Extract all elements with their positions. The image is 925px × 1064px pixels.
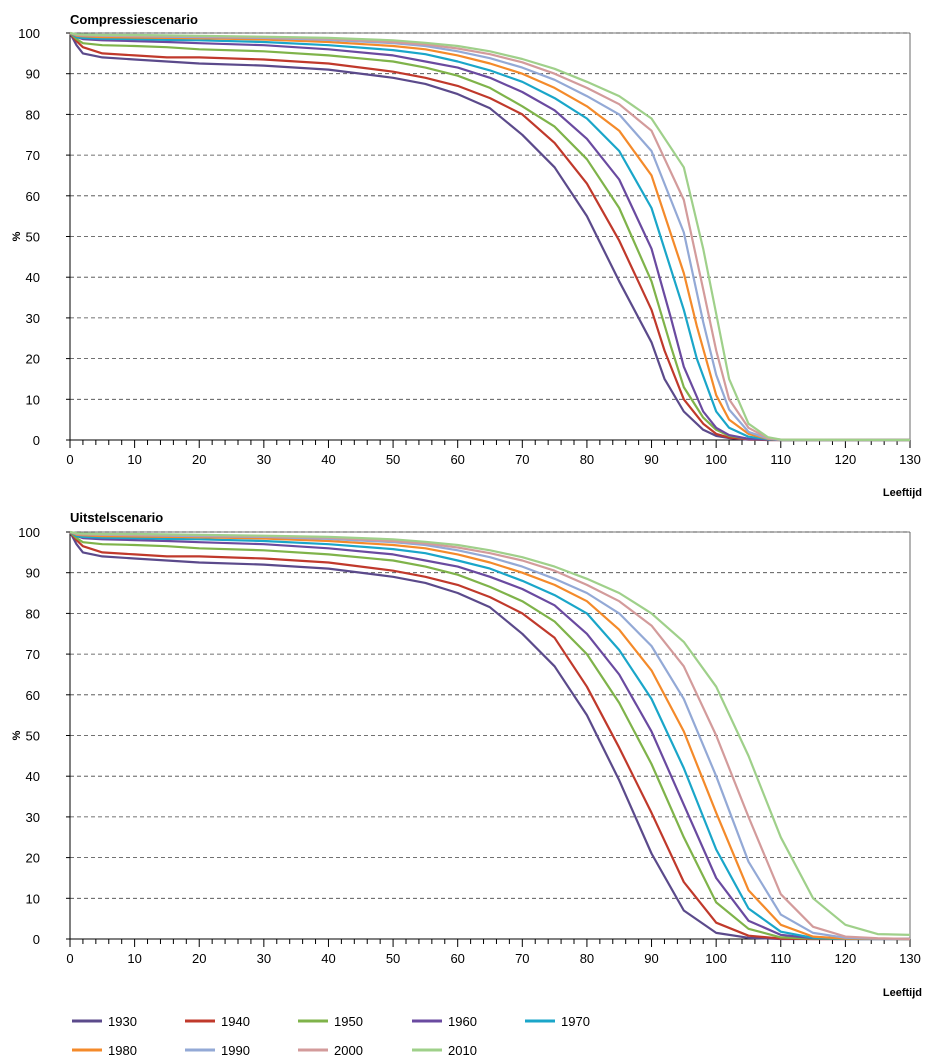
y-tick-label: 90 (26, 67, 40, 82)
y-tick-label: 10 (26, 891, 40, 906)
y-tick-label: 30 (26, 311, 40, 326)
y-tick-label: 40 (26, 270, 40, 285)
series-line-1930 (69, 531, 910, 941)
x-tick-label: 10 (127, 951, 141, 966)
y-axis-label: % (11, 730, 23, 740)
x-tick-label: 120 (835, 452, 857, 467)
series-line-1970 (69, 531, 910, 941)
y-tick-label: 60 (26, 189, 40, 204)
x-tick-label: 110 (770, 951, 791, 966)
legend-label: 2000 (334, 1043, 363, 1058)
legend-label: 2010 (448, 1043, 477, 1058)
series-line-1960 (69, 32, 910, 442)
y-tick-label: 30 (26, 810, 40, 825)
y-tick-label: 50 (26, 230, 40, 245)
x-tick-label: 30 (257, 452, 271, 467)
x-tick-label: 50 (386, 452, 400, 467)
legend: 1930 1940 1950 1960 1970 1980 1990 2000 2010 (72, 1014, 590, 1058)
legend-item-2010: 2010 (412, 1043, 477, 1058)
series-line-1970 (69, 32, 910, 442)
series-line-1960 (69, 531, 911, 941)
x-tick-label: 20 (192, 452, 206, 467)
legend-item-1940: 1940 (185, 1014, 250, 1029)
series-line-1950 (69, 531, 911, 941)
legend-label: 1960 (448, 1014, 477, 1029)
series-line-2010 (69, 530, 911, 936)
y-tick-label: 10 (26, 392, 40, 407)
x-tick-label: 100 (705, 951, 727, 966)
series-line-1980 (69, 530, 911, 941)
series-line-2010 (69, 31, 911, 442)
chart-title: Compressiescenario (70, 12, 198, 27)
series-line-1980 (69, 31, 910, 442)
legend-item-1950: 1950 (298, 1014, 363, 1029)
legend-item-1930: 1930 (72, 1014, 137, 1029)
chart-panel-2: Uitstelscenario 0 10 20 30 40 50 60 70 80 90 100 0 10… (11, 510, 922, 999)
y-tick-label: 80 (26, 107, 40, 122)
legend-item-1960: 1960 (412, 1014, 477, 1029)
x-tick-label: 70 (515, 951, 529, 966)
y-tick-label: 100 (18, 26, 40, 41)
x-tick-label: 0 (66, 951, 73, 966)
y-tick-label: 20 (26, 352, 40, 367)
x-tick-label: 60 (450, 452, 464, 467)
legend-label: 1980 (108, 1043, 137, 1058)
x-axis-label: Leeftijd (883, 487, 922, 499)
x-axis-label: Leeftijd (883, 987, 922, 999)
x-tick-label: 70 (515, 452, 529, 467)
legend-item-1990: 1990 (185, 1043, 250, 1058)
x-tick-label: 50 (386, 951, 400, 966)
legend-label: 1930 (108, 1014, 137, 1029)
legend-item-2000: 2000 (298, 1043, 363, 1058)
x-tick-label: 130 (899, 452, 921, 467)
x-tick-label: 20 (192, 951, 206, 966)
legend-item-1980: 1980 (72, 1043, 137, 1058)
x-tick-label: 110 (770, 452, 791, 467)
x-tick-label: 90 (644, 951, 658, 966)
y-tick-label: 0 (33, 932, 40, 947)
y-tick-label: 90 (26, 566, 40, 581)
x-tick-label: 30 (257, 951, 271, 966)
x-tick-label: 130 (899, 951, 921, 966)
x-tick-label: 40 (321, 951, 335, 966)
y-tick-label: 20 (26, 851, 40, 866)
x-tick-label: 80 (580, 452, 594, 467)
x-tick-label: 0 (66, 452, 73, 467)
y-tick-label: 70 (26, 148, 40, 163)
x-tick-label: 40 (321, 452, 335, 467)
legend-label: 1950 (334, 1014, 363, 1029)
y-tick-label: 40 (26, 769, 40, 784)
legend-label: 1970 (561, 1014, 590, 1029)
legend-label: 1940 (221, 1014, 250, 1029)
x-tick-label: 60 (450, 951, 464, 966)
series-line-1940 (69, 531, 910, 941)
legend-label: 1990 (221, 1043, 250, 1058)
y-tick-label: 80 (26, 606, 40, 621)
x-tick-label: 80 (580, 951, 594, 966)
y-tick-label: 50 (26, 729, 40, 744)
y-tick-label: 70 (26, 647, 40, 662)
x-tick-label: 120 (835, 951, 857, 966)
y-tick-label: 60 (26, 688, 40, 703)
x-tick-label: 100 (705, 452, 727, 467)
x-tick-label: 90 (644, 452, 658, 467)
chart-panel-1: Compressiescenario0102030405060708090100… (11, 12, 922, 499)
chart-title: Uitstelscenario (70, 510, 163, 525)
legend-item-1970: 1970 (525, 1014, 590, 1029)
y-tick-label: 0 (33, 433, 40, 448)
series-line-1940 (69, 32, 910, 442)
x-tick-label: 10 (127, 452, 141, 467)
y-axis-label: % (11, 231, 23, 241)
y-tick-label: 100 (18, 525, 40, 540)
